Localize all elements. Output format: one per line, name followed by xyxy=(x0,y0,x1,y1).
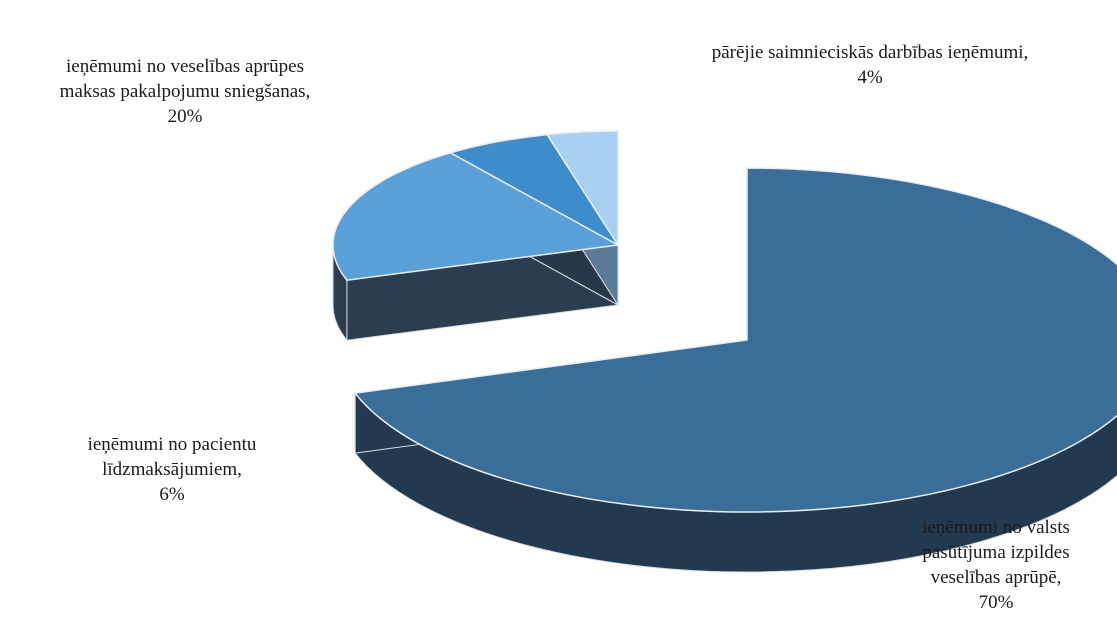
slice-label-line: maksas pakalpojumu sniegšanas, xyxy=(59,81,311,102)
slice-label-line: ieņēmumi no veselības aprūpes xyxy=(66,56,304,77)
slice-label-co-payments: ieņēmumi no pacientu līdzmaksājumiem, 6% xyxy=(22,432,322,507)
slice-label-line: ieņēmumi no valsts xyxy=(922,517,1070,538)
slice-label-percent: 70% xyxy=(978,592,1014,613)
slice-label-other-income: pārējie saimnieciskās darbības ieņēmumi,… xyxy=(660,40,1080,90)
slice-label-percent: 4% xyxy=(857,67,883,88)
slice-label-state-order: ieņēmumi no valsts pasūtījuma izpildes v… xyxy=(886,515,1106,615)
slice-label-paid-services: ieņēmumi no veselības aprūpes maksas pak… xyxy=(20,54,350,129)
slice-label-percent: 20% xyxy=(167,106,203,127)
pie-slice-0 xyxy=(353,167,1117,513)
slice-label-line: līdzmaksājumiem, xyxy=(102,459,242,480)
slice-label-line: veselības aprūpē, xyxy=(930,567,1062,588)
slice-label-percent: 6% xyxy=(159,484,185,505)
slice-label-line: pārējie saimnieciskās darbības ieņēmumi, xyxy=(711,42,1029,63)
pie-slice-1 xyxy=(332,151,621,282)
slice-label-line: pasūtījuma izpildes xyxy=(922,542,1070,563)
pie-slice-3 xyxy=(545,130,619,248)
slice-label-line: ieņēmumi no pacientu xyxy=(87,434,257,455)
